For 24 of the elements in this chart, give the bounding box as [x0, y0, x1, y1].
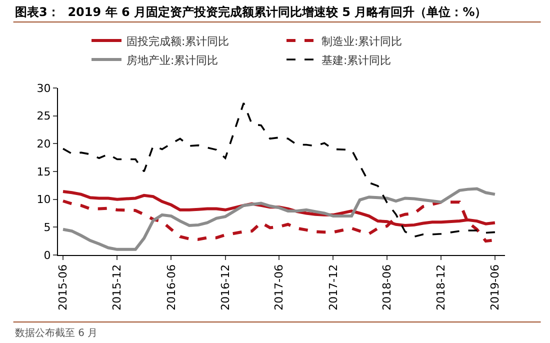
text: 数据公布截至 6 月 — [15, 327, 98, 339]
line-series — [62, 102, 496, 238]
legend-label: 基建:累计同比 — [322, 54, 392, 67]
y-tick-label: 15 — [36, 165, 51, 178]
y-tick-label: 5 — [44, 221, 51, 234]
line-series — [62, 187, 496, 251]
x-tick-label: 2015-06 — [56, 264, 70, 310]
legend-label: 固投完成额:累计同比 — [126, 34, 230, 48]
x-tick-label: 2017-06 — [272, 264, 286, 310]
legend-label: 制造业:累计同比 — [322, 34, 402, 48]
x-tick-label: 2018-06 — [380, 264, 394, 310]
legend-label: 房地产业:累计同比 — [126, 54, 218, 67]
x-tick-label: 2017-12 — [326, 264, 340, 310]
x-tick-label: 2019-06 — [488, 264, 502, 310]
y-tick-label: 25 — [36, 110, 51, 123]
chart-title: 图表3： 2019 年 6 月固定资产投资完成额累计同比增速较 5 月略有回升（单位：%） — [15, 5, 487, 19]
x-tick-label: 2016-06 — [164, 264, 178, 310]
y-tick-label: 20 — [36, 138, 51, 151]
x-tick-label: 2018-12 — [434, 264, 448, 310]
x-tick-label: 2015-12 — [110, 264, 124, 310]
y-tick-label: 0 — [44, 248, 51, 262]
y-tick-label: 10 — [36, 193, 51, 206]
x-tick-label: 2016-12 — [218, 264, 232, 310]
y-tick-label: 30 — [36, 82, 51, 95]
